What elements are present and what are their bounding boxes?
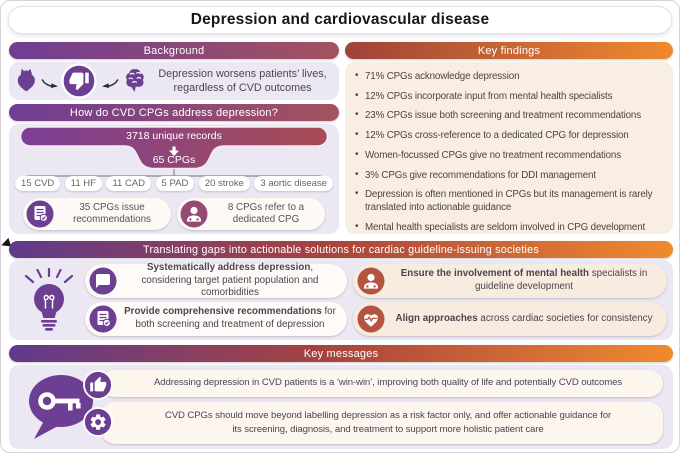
stats-row: 35 CPGs issue recommendations 8 CPGs ref… (9, 198, 339, 230)
key-speech-bubble-icon (29, 375, 93, 439)
funnel-bottom-label: 65 CPGs (152, 154, 196, 166)
cpg-flow-section-header: How do CVD CPGs address depression? (9, 104, 339, 121)
category-pill: 20 stroke (198, 175, 250, 191)
solution-text: Ensure the involvement of mental health … (400, 268, 648, 292)
background-panel: Depression worsens patients’ lives, rega… (9, 62, 339, 100)
arrow-left-icon (102, 79, 119, 88)
solutions-panel: Systematically address depression, consi… (9, 260, 673, 340)
stat-text: 8 CPGs refer to a dedicated CPG (227, 201, 305, 225)
solution-item: Ensure the involvement of mental health … (353, 264, 667, 298)
key-message-item: CVD CPGs should move beyond labelling de… (101, 402, 663, 444)
solution-item: Align approaches across cardiac societie… (353, 302, 667, 336)
finding-item: Depression is often mentioned in CPGs bu… (355, 188, 655, 214)
arrow-down-icon (169, 146, 179, 157)
finding-item: 12% CPGs cross-reference to a dedicated … (355, 129, 667, 143)
category-pill: 5 PAD (155, 175, 195, 191)
solution-item: Systematically address depression, consi… (85, 261, 347, 299)
doctor-icon (357, 267, 385, 295)
stat-recommendations: 35 CPGs issue recommendations (23, 198, 171, 230)
heart-icon (17, 69, 35, 92)
finding-item: 23% CPGs issue both screening and treatm… (355, 109, 667, 123)
thumbs-up-icon (83, 370, 113, 400)
page-title: Depression and cardiovascular disease (8, 6, 672, 34)
solution-text: Systematically address depression, consi… (141, 261, 319, 299)
lightbulb-icon (24, 268, 74, 331)
key-message-text: Addressing depression in CVD patients is… (153, 377, 623, 389)
background-icon-cluster (13, 62, 153, 100)
key-messages-section-header: Key messages (9, 345, 673, 362)
category-pill: 11 HF (64, 175, 102, 191)
arrow-right-icon (41, 79, 58, 88)
brain-icon (126, 69, 144, 92)
key-findings-panel: 71% CPGs acknowledge depression 12% CPGs… (345, 62, 673, 234)
category-pill: 11 CAD (106, 175, 152, 191)
key-findings-section-header: Key findings (345, 42, 673, 59)
finding-item: Women-focussed CPGs give no treatment re… (355, 149, 667, 163)
cpg-flow-panel: 3718 unique records 65 CPGs 15 CVD 11 HF… (9, 124, 339, 234)
category-pill: 15 CVD (15, 175, 61, 191)
finding-item: 71% CPGs acknowledge depression (355, 70, 667, 84)
document-check-icon (89, 305, 117, 333)
solution-item: Provide comprehensive recommendations fo… (85, 302, 347, 336)
key-message-item: Addressing depression in CVD patients is… (101, 370, 663, 397)
doctor-icon (180, 200, 208, 228)
speech-bubble-icon (89, 267, 117, 295)
solution-text: Provide comprehensive recommendations fo… (124, 306, 336, 330)
key-message-text: CVD CPGs should move beyond labelling de… (164, 409, 612, 435)
category-pill: 3 aortic disease (254, 175, 333, 191)
key-findings-list: 71% CPGs acknowledge depression 12% CPGs… (355, 70, 667, 242)
heart-pulse-icon (357, 305, 385, 333)
funnel-top-label: 3718 unique records (126, 130, 222, 142)
funnel-shape-icon (19, 126, 329, 170)
key-messages-panel: Addressing depression in CVD patients is… (9, 365, 673, 449)
finding-item: 3% CPGs give recommendations for DDI man… (355, 169, 667, 183)
finding-item: 12% CPGs incorporate input from mental h… (355, 90, 667, 104)
document-check-icon (26, 200, 54, 228)
background-section-header: Background (9, 42, 339, 59)
finding-item: Mental health specialists are seldom inv… (355, 221, 667, 235)
records-funnel: 3718 unique records 65 CPGs (19, 126, 329, 170)
thumbs-down-icon (61, 63, 97, 99)
stat-text: 35 CPGs issue recommendations (73, 201, 151, 225)
solution-text: Align approaches across cardiac societie… (395, 312, 653, 324)
solutions-section-header: Translating gaps into actionable solutio… (9, 241, 673, 258)
background-text: Depression worsens patients’ lives, rega… (158, 67, 327, 94)
stat-dedicated-cpg: 8 CPGs refer to a dedicated CPG (177, 198, 325, 230)
category-pill-row: 15 CVD 11 HF 11 CAD 5 PAD 20 stroke 3 ao… (13, 174, 335, 192)
gear-icon (83, 407, 113, 437)
